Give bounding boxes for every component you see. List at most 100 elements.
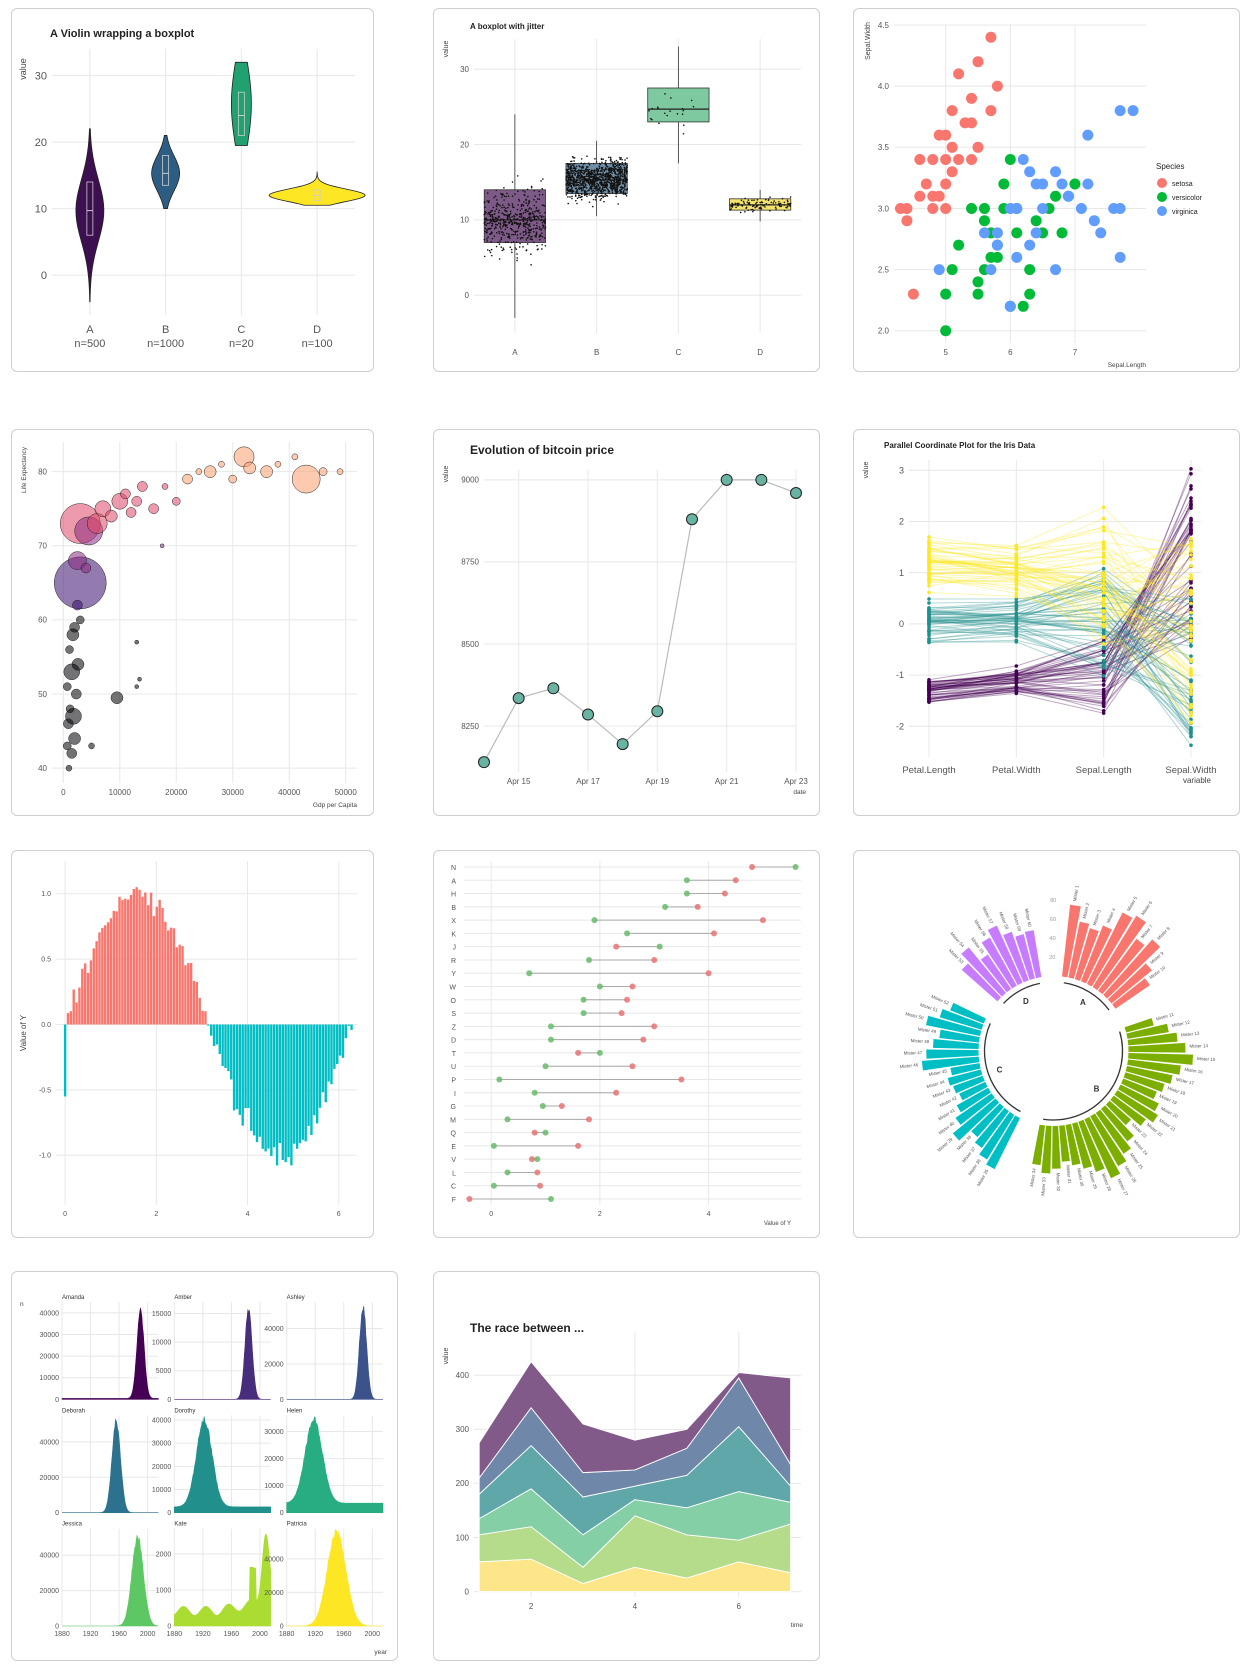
parallel-line-virginica [928,572,1192,642]
parallel-line-virginica [928,561,1192,606]
parallel-point [1189,564,1193,568]
parallel-line-setosa [928,523,1192,685]
facet-area-Amber [174,1309,271,1400]
jitter-point [594,195,597,197]
parallel-line-setosa [928,529,1192,712]
jitter-point [490,220,493,222]
point-virginica [1011,251,1023,263]
jitter-point [736,203,739,205]
jitter-point [747,199,750,201]
jitter-point [489,214,492,216]
price-point [651,705,664,718]
jitter-point [597,184,600,186]
jitter-point [525,202,528,204]
jitter-point [622,192,625,194]
y-tick-label: -1.0 [39,1153,51,1160]
jitter-point [519,209,522,212]
y-tick-label: N [451,865,456,872]
jitter-point [500,236,503,239]
facet-area-Jessica [62,1535,159,1627]
jitter-point [544,218,547,221]
jitter-point [625,181,628,183]
point-setosa [985,105,997,117]
point-virginica [1024,239,1036,251]
parallel-point [927,693,931,697]
y-tick-label: 20 [460,140,469,149]
jitter-point [606,173,608,176]
y-axis-label: value [18,58,28,80]
jitter-point [533,198,535,201]
bubble [110,691,124,704]
parallel-line-virginica [928,578,1192,708]
price-point [790,486,802,499]
jitter-point [572,163,574,166]
bar-A [1092,915,1147,991]
bar [78,987,81,1025]
point-virginica [978,227,990,239]
jitter-point [511,203,514,205]
point-setosa [940,154,952,166]
point-value2 [678,1076,685,1083]
jitter-point [585,193,588,196]
jitter-point [734,203,737,206]
parallel-line-versicolor [928,630,1192,677]
point-virginica [1030,227,1042,239]
jitter-point [525,223,527,226]
jitter-point [611,172,613,174]
jitter-point [524,222,526,224]
jitter-point [613,182,615,185]
parallel-point [1014,686,1019,690]
parallel-point [1101,711,1106,715]
jitter-point [746,201,749,203]
bar [330,1024,333,1085]
jitter-point [734,202,737,205]
parallel-point [1014,629,1019,634]
jitter-point [574,173,577,175]
bar [232,1024,236,1111]
jitter-point [505,221,507,223]
jitter-point [486,200,489,202]
bubble [291,464,321,494]
jitter-point [619,171,622,174]
jitter-point [569,185,572,188]
jitter-point [489,215,492,218]
jitter-point [623,185,626,188]
facet-title: Ashley [287,1295,305,1301]
jitter-point [586,181,588,183]
bar [327,1024,330,1082]
parallel-line-setosa [928,605,1192,707]
jitter-point [609,186,611,189]
jitter-point [495,205,498,207]
bar-B [1078,1119,1105,1172]
parallel-point [927,610,931,614]
jitter-point [486,228,488,231]
bar-B [1052,1125,1061,1169]
jitter-point [622,193,625,195]
point-setosa [907,288,919,300]
jitter-point [603,200,605,203]
bar-label: Mister 3 [1092,909,1102,926]
jitter-point [753,199,755,202]
jitter-point [619,180,622,182]
bar [169,927,173,1025]
jitter-point [603,173,605,176]
point-value2 [575,1142,582,1149]
jitter-point [615,159,618,162]
bar [215,1024,219,1045]
jitter-point [518,199,521,202]
bar-label: Mister 4 [1105,907,1116,924]
jitter-point [524,209,527,212]
bar-label: Mister 41 [937,1107,956,1121]
jitter-point [601,166,604,169]
bar-label: Mister 12 [1171,1019,1191,1028]
bubble [137,481,148,492]
point-versicolor [1050,190,1062,202]
point-value1 [526,970,533,977]
bubble [71,688,82,700]
bar-B [1124,1018,1154,1033]
jitter-point [592,190,594,192]
jitter-point [603,170,606,172]
x-tick-label: A [512,348,518,357]
parallel-point [927,535,931,539]
